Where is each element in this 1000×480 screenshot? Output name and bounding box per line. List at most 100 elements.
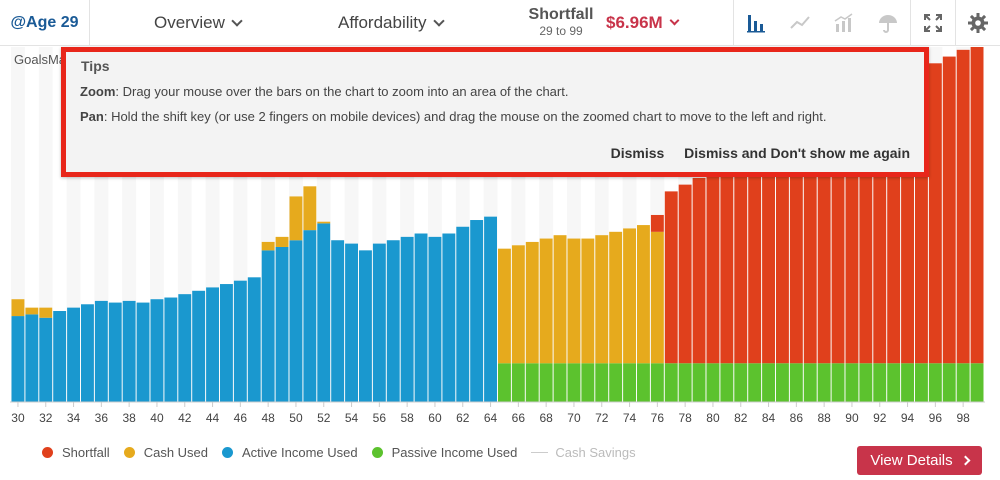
bar-active-income-used-age-57[interactable]	[386, 240, 400, 402]
bar-active-income-used-age-37[interactable]	[108, 302, 122, 402]
bar-shortfall-age-84[interactable]	[762, 147, 775, 364]
view-details-button[interactable]: View Details	[857, 446, 982, 475]
bar-cash-used-age-51[interactable]	[303, 186, 317, 231]
bar-active-income-used-age-42[interactable]	[178, 294, 192, 402]
bar-active-income-used-age-39[interactable]	[136, 302, 150, 402]
bar-active-income-used-age-59[interactable]	[414, 233, 428, 403]
dismiss-forever-button[interactable]: Dismiss and Don't show me again	[684, 145, 910, 161]
bar-cash-used-age-69[interactable]	[553, 235, 567, 364]
age-selector[interactable]: @Age 29	[0, 0, 90, 46]
bar-active-income-used-age-63[interactable]	[470, 220, 484, 402]
bar-cash-used-age-30[interactable]	[11, 299, 25, 317]
bar-passive-income-used-age-72[interactable]	[595, 363, 609, 403]
bar-passive-income-used-age-84[interactable]	[762, 363, 775, 403]
bar-shortfall-age-87[interactable]	[803, 127, 817, 364]
bar-passive-income-used-age-83[interactable]	[748, 363, 762, 403]
bar-active-income-used-age-40[interactable]	[150, 299, 164, 402]
bar-passive-income-used-age-69[interactable]	[553, 363, 567, 403]
bar-chart-button[interactable]	[734, 0, 778, 46]
bar-active-income-used-age-46[interactable]	[233, 280, 247, 402]
bar-passive-income-used-age-70[interactable]	[567, 363, 581, 403]
legend-item-active-income-used[interactable]: Active Income Used	[222, 445, 358, 460]
bar-active-income-used-age-58[interactable]	[400, 236, 414, 402]
bar-shortfall-age-78[interactable]	[678, 184, 692, 364]
overview-dropdown[interactable]: Overview	[154, 0, 243, 46]
bar-cash-used-age-73[interactable]	[609, 231, 623, 364]
shortfall-value-dropdown[interactable]: $6.96M	[606, 0, 680, 46]
growth-chart-button[interactable]	[822, 0, 866, 46]
bar-shortfall-age-86[interactable]	[789, 134, 803, 364]
bar-active-income-used-age-33[interactable]	[53, 311, 67, 402]
bar-cash-used-age-75[interactable]	[637, 225, 650, 364]
legend-item-cash-used[interactable]: Cash Used	[123, 445, 208, 460]
bar-active-income-used-age-51[interactable]	[303, 230, 317, 402]
bar-passive-income-used-age-82[interactable]	[734, 363, 748, 403]
bar-passive-income-used-age-90[interactable]	[845, 363, 859, 403]
bar-shortfall-age-82[interactable]	[734, 157, 748, 364]
bar-active-income-used-age-52[interactable]	[317, 223, 331, 402]
bar-passive-income-used-age-75[interactable]	[637, 363, 650, 403]
bar-active-income-used-age-38[interactable]	[122, 300, 136, 402]
legend-item-passive-income-used[interactable]: Passive Income Used	[371, 445, 517, 460]
bar-shortfall-age-79[interactable]	[692, 177, 706, 364]
legend-item-cash-savings[interactable]: Cash Savings	[531, 445, 636, 460]
bar-shortfall-age-77[interactable]	[664, 191, 678, 364]
bar-passive-income-used-age-94[interactable]	[901, 363, 914, 403]
bar-shortfall-age-81[interactable]	[720, 164, 734, 364]
bar-cash-used-age-70[interactable]	[567, 238, 581, 364]
bar-cash-used-age-72[interactable]	[595, 235, 609, 364]
bar-active-income-used-age-47[interactable]	[247, 277, 261, 402]
bar-passive-income-used-age-81[interactable]	[720, 363, 734, 403]
bar-passive-income-used-age-79[interactable]	[692, 363, 706, 403]
affordability-dropdown[interactable]: Affordability	[338, 0, 445, 46]
bar-active-income-used-age-35[interactable]	[81, 304, 94, 402]
bar-active-income-used-age-31[interactable]	[25, 314, 39, 402]
bar-cash-used-age-32[interactable]	[39, 307, 53, 318]
bar-active-income-used-age-60[interactable]	[428, 236, 442, 402]
bar-passive-income-used-age-74[interactable]	[623, 363, 636, 403]
bar-active-income-used-age-62[interactable]	[456, 226, 470, 402]
bar-shortfall-age-99[interactable]	[970, 47, 984, 364]
bar-shortfall-age-96[interactable]	[928, 63, 942, 364]
bar-active-income-used-age-61[interactable]	[442, 233, 456, 403]
line-chart-button[interactable]	[778, 0, 822, 46]
bar-active-income-used-age-48[interactable]	[261, 250, 275, 402]
bar-passive-income-used-age-95[interactable]	[915, 363, 928, 403]
bar-active-income-used-age-41[interactable]	[164, 297, 178, 402]
bar-passive-income-used-age-77[interactable]	[664, 363, 678, 403]
bar-shortfall-age-88[interactable]	[817, 120, 831, 364]
bar-passive-income-used-age-65[interactable]	[498, 363, 511, 403]
bar-passive-income-used-age-88[interactable]	[817, 363, 831, 403]
bar-active-income-used-age-50[interactable]	[289, 240, 303, 402]
bar-passive-income-used-age-89[interactable]	[831, 363, 845, 403]
bar-passive-income-used-age-80[interactable]	[706, 363, 720, 403]
bar-active-income-used-age-45[interactable]	[220, 284, 233, 402]
bar-passive-income-used-age-76[interactable]	[650, 363, 664, 403]
bar-passive-income-used-age-85[interactable]	[776, 363, 789, 403]
bar-cash-used-age-48[interactable]	[261, 241, 275, 251]
bar-shortfall-age-98[interactable]	[956, 49, 970, 364]
bar-active-income-used-age-34[interactable]	[67, 307, 80, 402]
bar-cash-used-age-49[interactable]	[275, 236, 289, 247]
umbrella-button[interactable]	[866, 0, 910, 46]
bar-active-income-used-age-53[interactable]	[331, 240, 345, 402]
bar-active-income-used-age-43[interactable]	[192, 290, 206, 402]
bar-active-income-used-age-54[interactable]	[345, 243, 358, 402]
bar-active-income-used-age-55[interactable]	[359, 250, 372, 402]
bar-cash-used-age-52[interactable]	[317, 221, 331, 224]
bar-passive-income-used-age-71[interactable]	[581, 363, 595, 403]
bar-cash-used-age-76[interactable]	[650, 231, 664, 364]
dismiss-button[interactable]: Dismiss	[610, 145, 665, 161]
bar-shortfall-age-80[interactable]	[706, 171, 720, 364]
bar-passive-income-used-age-67[interactable]	[525, 363, 539, 403]
bar-passive-income-used-age-97[interactable]	[942, 363, 956, 403]
bar-active-income-used-age-49[interactable]	[275, 246, 289, 402]
bar-active-income-used-age-32[interactable]	[39, 317, 53, 402]
bar-cash-used-age-67[interactable]	[525, 241, 539, 364]
bar-active-income-used-age-44[interactable]	[206, 287, 219, 402]
stacked-bar-chart[interactable]: 30 32 34 36 38 40 42 44 46 48 50 52 54 56 58 60 62 64 66 68…	[0, 47, 1000, 442]
bar-active-income-used-age-30[interactable]	[11, 316, 25, 402]
bar-shortfall-age-85[interactable]	[776, 140, 789, 364]
bar-passive-income-used-age-66[interactable]	[511, 363, 525, 403]
bar-passive-income-used-age-78[interactable]	[678, 363, 692, 403]
